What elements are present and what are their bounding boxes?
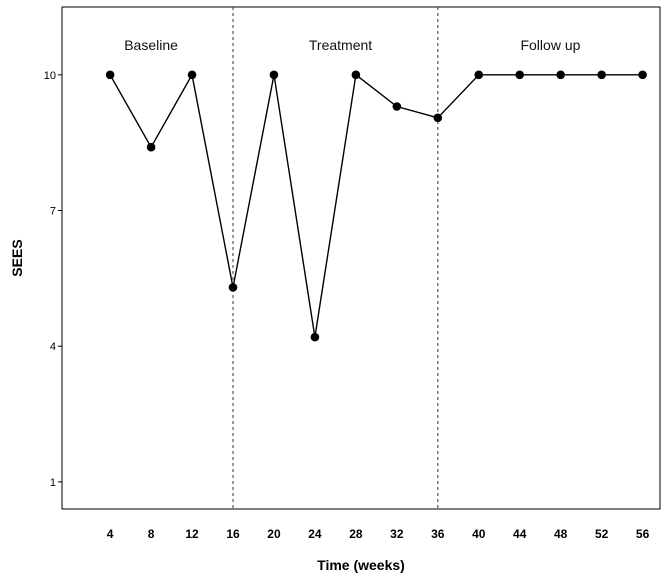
data-point-0-8 (433, 113, 443, 123)
x-tick-label-4: 20 (267, 527, 281, 541)
data-point-0-3 (228, 283, 238, 292)
phase-label-1: Treatment (309, 37, 372, 53)
x-tick-label-5: 24 (308, 527, 322, 541)
data-point-0-12 (597, 70, 606, 80)
x-axis-title: Time (weeks) (317, 557, 405, 573)
plot-frame (61, 6, 661, 510)
phase-label-2: Follow up (520, 37, 580, 53)
x-tick-label-2: 12 (185, 527, 199, 541)
y-tick-label-2: 7 (50, 206, 56, 218)
data-point-0-13 (638, 70, 647, 80)
phase-label-0: Baseline (124, 37, 178, 53)
data-point-0-0 (105, 70, 115, 80)
x-tick-label-8: 36 (431, 527, 445, 541)
x-tick-label-6: 28 (349, 527, 363, 541)
data-point-0-2 (187, 70, 197, 80)
data-point-0-7 (392, 102, 402, 111)
data-point-0-6 (351, 70, 361, 80)
x-tick-label-11: 48 (554, 527, 568, 541)
x-tick-label-0: 4 (107, 527, 114, 541)
data-point-0-5 (310, 332, 320, 342)
y-tick-label-0: 1 (50, 477, 56, 489)
y-axis-title: SEES (9, 239, 25, 276)
y-tick-label-1: 4 (50, 341, 56, 353)
x-tick-label-1: 8 (148, 527, 155, 541)
x-tick-label-12: 52 (595, 527, 609, 541)
x-tick-label-9: 40 (472, 527, 486, 541)
y-tick-label-3: 10 (44, 70, 56, 82)
x-tick-label-3: 16 (226, 527, 240, 541)
data-point-0-4 (269, 70, 279, 80)
data-point-0-11 (556, 70, 565, 80)
x-tick-label-10: 44 (513, 527, 527, 541)
data-point-0-1 (146, 142, 156, 152)
series-line-0 (109, 72, 643, 338)
data-point-0-10 (515, 70, 525, 80)
x-tick-label-7: 32 (390, 527, 404, 541)
x-tick-label-13: 56 (636, 527, 650, 541)
data-point-0-9 (474, 70, 484, 80)
